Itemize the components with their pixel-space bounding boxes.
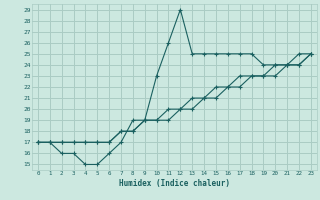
X-axis label: Humidex (Indice chaleur): Humidex (Indice chaleur) [119, 179, 230, 188]
